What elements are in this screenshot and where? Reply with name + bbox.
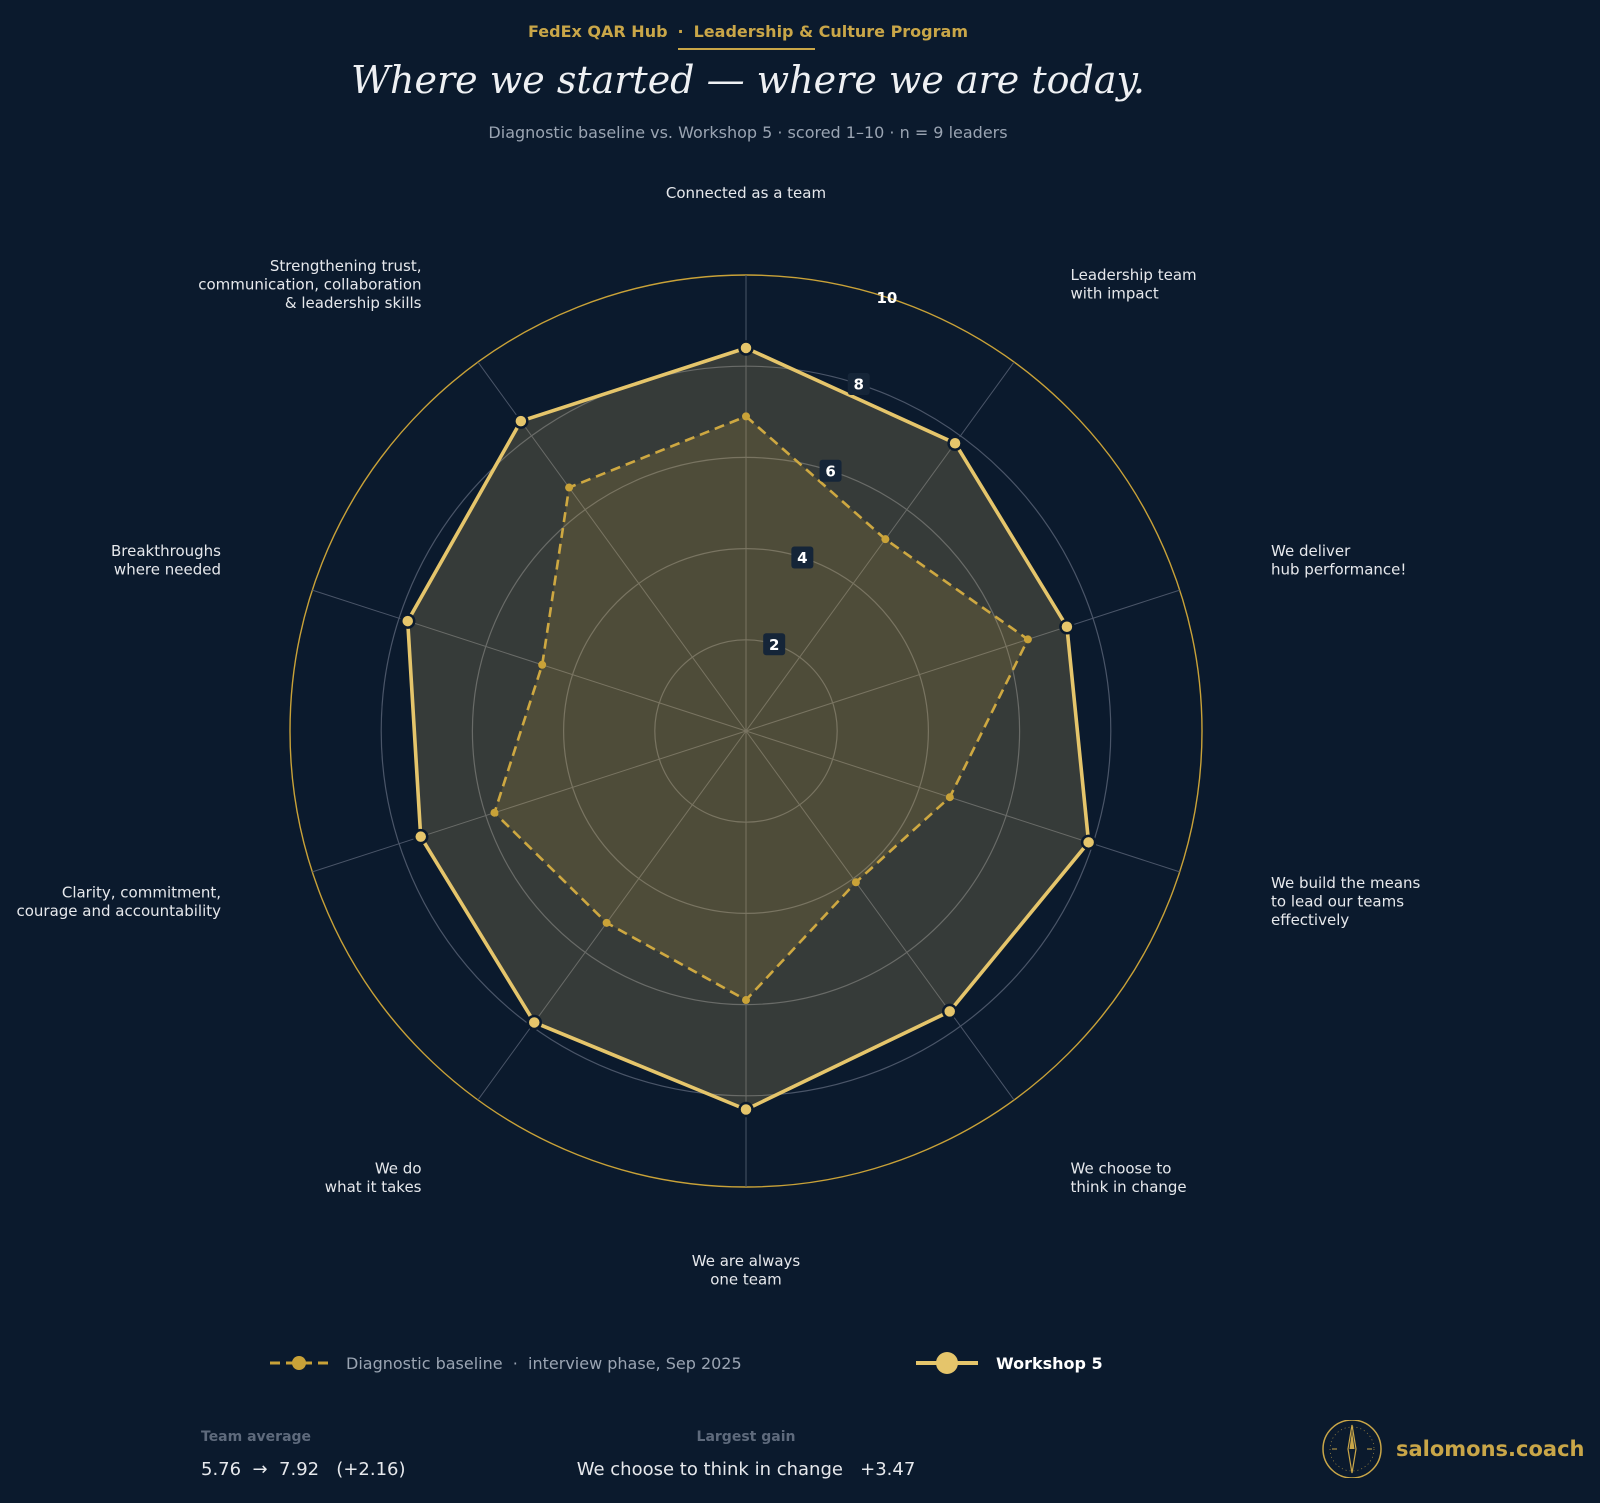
- axis-label: We deliver hub performance!: [1271, 542, 1406, 579]
- legend-baseline-swatch: [270, 1356, 328, 1370]
- axis-label: We build the means to lead our teams effec…: [1271, 874, 1421, 929]
- axis-spoke: [745, 589, 1180, 732]
- axis-label: Leadership team with impact: [1071, 266, 1197, 303]
- eyebrow-underline: [678, 48, 815, 50]
- point-baseline: [490, 808, 499, 817]
- largest-gain-label: Largest gain: [696, 1429, 796, 1445]
- axis-spoke: [745, 730, 1015, 1101]
- axis-label: Strengthening trust, communication, colla…: [198, 257, 421, 312]
- team-average-value: 5.76 → 7.92 (+2.16): [201, 1459, 406, 1480]
- page-subtitle: Diagnostic baseline vs. Workshop 5 · sco…: [488, 123, 1008, 142]
- tick-label: 8: [854, 376, 864, 394]
- tick-label-bg: [791, 546, 814, 569]
- axis-label: Clarity, commitment, courage and accounta…: [16, 883, 221, 920]
- radar-chart: 2 4 6 8 10 Connected as a team Leadership team…: [16, 184, 1421, 1289]
- point-baseline: [565, 483, 574, 492]
- eyebrow-program: Leadership & Culture Program: [693, 22, 968, 41]
- axis-spoke: [745, 361, 1015, 732]
- point-workshop: [1080, 834, 1097, 851]
- legend-baseline: Diagnostic baseline · interview phase, S…: [268, 1350, 742, 1376]
- legend-baseline-label: Diagnostic baseline · interview phase, S…: [346, 1353, 742, 1373]
- axis-spoke: [745, 730, 1180, 873]
- point-workshop: [947, 435, 963, 451]
- point-baseline: [742, 996, 750, 1005]
- eyebrow-separator: ·: [677, 22, 684, 41]
- axis-label: We do what it takes: [325, 1159, 422, 1196]
- largest-gain-value: We choose to think in change +3.47: [576, 1459, 916, 1480]
- axis-label: Breakthroughs where needed: [111, 542, 221, 579]
- point-workshop: [526, 1014, 543, 1031]
- axis-spoke: [312, 589, 747, 732]
- tick-label-bg: [763, 633, 786, 656]
- point-baseline: [538, 660, 547, 669]
- point-baseline: [945, 793, 954, 802]
- team-average-label: Team average: [201, 1429, 312, 1445]
- tick-label: 10: [876, 289, 897, 307]
- brand-logo: salomons.coach: [1320, 1420, 1584, 1478]
- eyebrow: FedEx QAR Hub · Leadership & Culture Progr…: [0, 22, 1496, 41]
- tick-label: 2: [769, 636, 779, 654]
- page-title: Where we started — where we are today.: [350, 58, 1145, 102]
- legend-workshop-label: Workshop 5: [996, 1353, 1103, 1373]
- tick-label: 4: [797, 549, 807, 567]
- point-baseline: [851, 878, 860, 887]
- point-baseline: [742, 412, 750, 421]
- legend-workshop-swatch: [916, 1352, 978, 1374]
- eyebrow-brand: FedEx QAR Hub: [528, 22, 668, 41]
- tick-label-bg: [847, 373, 870, 396]
- point-baseline: [1023, 635, 1032, 644]
- axis-spoke: [312, 730, 747, 873]
- axis-label: We choose to think in change: [1071, 1159, 1187, 1196]
- point-baseline: [602, 918, 611, 927]
- point-baseline: [881, 535, 890, 544]
- point-workshop: [399, 613, 416, 629]
- point-workshop: [412, 828, 429, 845]
- series-fill-workshop: [407, 348, 1089, 1110]
- point-workshop: [941, 1003, 958, 1020]
- axis-label: We are always one team: [692, 1252, 801, 1289]
- tick-label: 6: [825, 462, 835, 480]
- point-workshop: [738, 1101, 754, 1118]
- point-workshop: [1059, 618, 1075, 635]
- brand-name: salomons.coach: [1396, 1437, 1585, 1461]
- axis-spoke: [477, 730, 747, 1101]
- tick-label-bg: [819, 459, 842, 482]
- axis-label: Connected as a team: [666, 184, 826, 202]
- point-workshop: [513, 413, 529, 429]
- compass-icon: [1322, 1420, 1382, 1478]
- series-fill-baseline: [494, 416, 1028, 1000]
- legend-workshop: Workshop 5: [914, 1350, 1103, 1376]
- point-workshop: [738, 340, 754, 356]
